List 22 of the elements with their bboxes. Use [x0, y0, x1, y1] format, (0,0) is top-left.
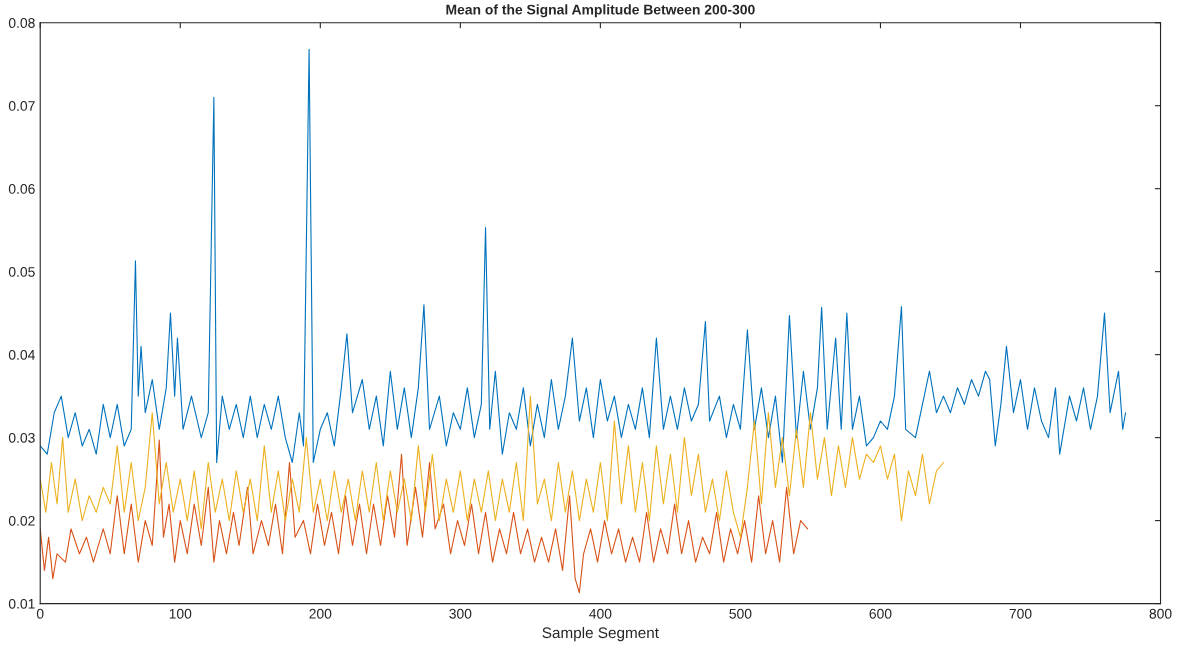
y-tick-label: 0.08 [8, 18, 35, 28]
x-axis-title: Sample Segment [542, 626, 659, 642]
y-tick-label: 0.07 [8, 101, 35, 111]
y-tick-label: 0.05 [8, 266, 35, 277]
x-tick-label: 400 [589, 608, 612, 619]
y-tick-label: 0.06 [8, 184, 35, 194]
x-tick-label: 500 [729, 608, 752, 619]
x-tick-label: 0 [36, 608, 44, 619]
y-tick-label: 0.03 [8, 432, 35, 443]
chart-title: Mean of the Signal Amplitude Between 200-300 [446, 4, 755, 18]
x-tick-label: 300 [449, 608, 472, 619]
y-tick-label: 0.02 [8, 515, 35, 526]
x-tick-label: 800 [1149, 608, 1172, 619]
line-series [40, 48, 1127, 464]
y-tick-label: 0.04 [8, 349, 35, 360]
x-tick-label: 200 [309, 608, 332, 619]
x-tick-label: 700 [1009, 608, 1032, 619]
line-series [40, 395, 945, 538]
x-tick-label: 600 [869, 608, 892, 619]
line-series [40, 439, 809, 594]
y-tick-label: 0.01 [8, 598, 35, 609]
x-tick-label: 100 [169, 608, 192, 619]
